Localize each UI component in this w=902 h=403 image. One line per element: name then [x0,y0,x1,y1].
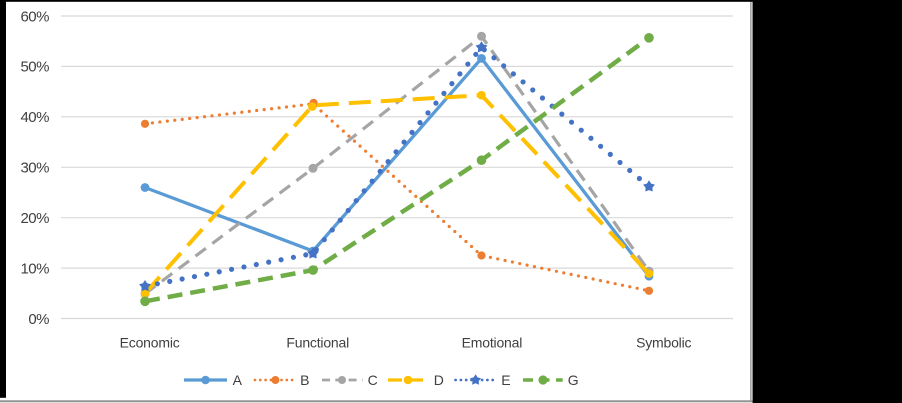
svg-text:40%: 40% [20,109,49,126]
svg-text:50%: 50% [20,59,49,76]
svg-text:B: B [300,372,309,388]
svg-text:30%: 30% [20,160,49,177]
svg-text:C: C [368,372,378,388]
svg-text:Symbolic: Symbolic [636,335,691,351]
svg-text:Economic: Economic [120,335,180,351]
svg-text:A: A [233,372,243,388]
svg-text:Emotional: Emotional [462,335,523,351]
svg-text:Functional: Functional [286,335,349,351]
svg-text:G: G [568,372,579,388]
svg-text:20%: 20% [20,210,49,227]
svg-text:10%: 10% [20,260,49,277]
svg-text:E: E [501,372,510,388]
svg-text:0%: 0% [28,311,49,328]
svg-text:D: D [434,372,444,388]
svg-text:60%: 60% [20,8,49,25]
